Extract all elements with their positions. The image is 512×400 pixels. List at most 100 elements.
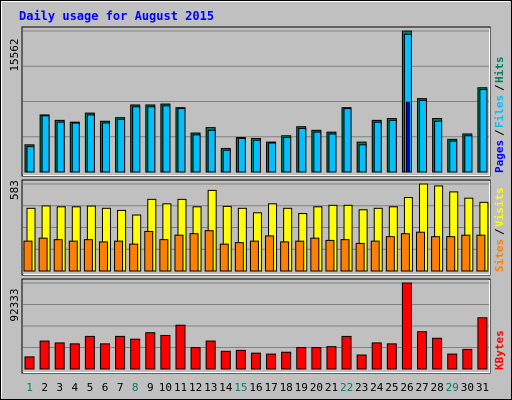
panel-2-legend-visits: Visits <box>493 187 506 227</box>
day-label-30: 30 <box>461 381 474 394</box>
day-label-29: 29 <box>446 381 459 394</box>
day-label-18: 18 <box>280 381 293 394</box>
panel-1-max-label: 15562 <box>8 38 21 71</box>
bar-files-day-13 <box>207 129 216 173</box>
day-label-28: 28 <box>431 381 444 394</box>
bar-files-day-12 <box>192 134 201 173</box>
day-label-1: 1 <box>26 381 33 394</box>
bar-kbytes-day-12 <box>190 347 201 370</box>
day-label-2: 2 <box>41 381 48 394</box>
bar-files-day-28 <box>434 120 443 173</box>
bar-files-day-17 <box>268 142 277 173</box>
bar-sites-day-19 <box>295 240 305 272</box>
day-label-10: 10 <box>159 381 172 394</box>
bar-kbytes-day-15 <box>235 349 246 370</box>
day-label-6: 6 <box>102 381 109 394</box>
day-label-19: 19 <box>295 381 308 394</box>
bar-sites-day-11 <box>174 234 184 272</box>
day-label-3: 3 <box>56 381 63 394</box>
bar-kbytes-day-30 <box>462 348 473 370</box>
day-label-31: 31 <box>476 381 489 394</box>
chart-title: Daily usage for August 2015 <box>19 9 214 23</box>
bar-sites-day-24 <box>370 240 380 272</box>
day-label-11: 11 <box>174 381 187 394</box>
bar-files-day-5 <box>86 114 95 173</box>
bar-kbytes-day-16 <box>250 352 261 370</box>
bar-files-day-31 <box>479 89 488 173</box>
bar-sites-day-14 <box>219 243 229 272</box>
day-label-16: 16 <box>249 381 262 394</box>
bar-kbytes-day-14 <box>220 350 231 370</box>
bar-sites-day-15 <box>234 242 244 272</box>
day-label-12: 12 <box>189 381 202 394</box>
day-label-22: 22 <box>340 381 353 394</box>
bar-sites-day-13 <box>204 230 214 272</box>
day-label-27: 27 <box>415 381 428 394</box>
panel-2-legend-separator: / <box>493 228 506 235</box>
bar-sites-day-31 <box>476 234 486 272</box>
bar-kbytes-day-17 <box>266 353 277 370</box>
day-label-9: 9 <box>147 381 154 394</box>
bar-files-day-25 <box>388 119 397 173</box>
bar-files-day-21 <box>328 133 337 173</box>
bar-sites-day-4 <box>68 240 78 272</box>
bar-files-day-30 <box>464 135 473 173</box>
day-label-13: 13 <box>204 381 217 394</box>
bar-sites-day-9 <box>144 230 154 272</box>
bar-kbytes-day-20 <box>311 347 322 370</box>
bar-files-day-15 <box>237 137 246 173</box>
bar-files-day-16 <box>252 139 261 173</box>
bar-kbytes-day-25 <box>386 343 397 370</box>
bar-files-day-6 <box>101 122 110 173</box>
bar-kbytes-day-6 <box>99 343 110 370</box>
day-label-21: 21 <box>325 381 338 394</box>
bar-files-day-14 <box>222 149 231 173</box>
bar-sites-day-17 <box>265 235 275 272</box>
bar-files-day-4 <box>71 122 80 173</box>
bar-sites-day-22 <box>340 239 350 272</box>
panel-1-legend-separator: / <box>493 129 506 136</box>
bar-sites-day-16 <box>249 240 259 272</box>
bar-sites-day-12 <box>189 233 199 272</box>
bar-files-day-10 <box>162 105 171 173</box>
bar-sites-day-10 <box>159 239 169 272</box>
bar-kbytes-day-11 <box>175 324 186 370</box>
bar-kbytes-day-9 <box>145 332 156 370</box>
bar-kbytes-day-31 <box>477 317 488 370</box>
bar-files-day-8 <box>132 106 141 173</box>
bar-sites-day-25 <box>385 236 395 272</box>
panel-2-max-label: 583 <box>8 180 21 200</box>
day-label-7: 7 <box>117 381 124 394</box>
bar-kbytes-day-4 <box>69 343 80 370</box>
panel-1-legend-hits: Hits <box>493 57 506 84</box>
bar-sites-day-27 <box>416 231 426 272</box>
bar-sites-day-7 <box>114 240 124 272</box>
bar-kbytes-day-13 <box>205 340 216 370</box>
bar-sites-day-26 <box>400 233 410 272</box>
bar-sites-day-21 <box>325 239 335 272</box>
bar-kbytes-day-5 <box>84 335 95 370</box>
day-label-20: 20 <box>310 381 323 394</box>
day-label-4: 4 <box>72 381 79 394</box>
day-label-15: 15 <box>234 381 247 394</box>
day-label-5: 5 <box>87 381 94 394</box>
bar-sites-day-6 <box>98 241 108 272</box>
bar-files-day-11 <box>177 108 186 173</box>
bar-sites-day-20 <box>310 237 320 272</box>
bar-sites-day-5 <box>83 239 93 272</box>
panel-3-max-label: 92333 <box>8 288 21 321</box>
bar-sites-day-29 <box>446 236 456 272</box>
bar-sites-day-3 <box>53 239 63 272</box>
bar-sites-day-28 <box>431 236 441 272</box>
bar-kbytes-day-21 <box>326 346 337 370</box>
bar-files-day-18 <box>283 137 292 173</box>
bar-files-day-27 <box>419 99 428 173</box>
bar-sites-day-30 <box>461 234 471 272</box>
bar-kbytes-day-3 <box>54 342 65 370</box>
panel-1-legend-pages: Pages <box>493 140 506 173</box>
day-label-17: 17 <box>264 381 277 394</box>
bar-files-day-24 <box>373 121 382 173</box>
bar-kbytes-day-7 <box>115 335 126 370</box>
bar-pages-day-26 <box>405 101 410 173</box>
